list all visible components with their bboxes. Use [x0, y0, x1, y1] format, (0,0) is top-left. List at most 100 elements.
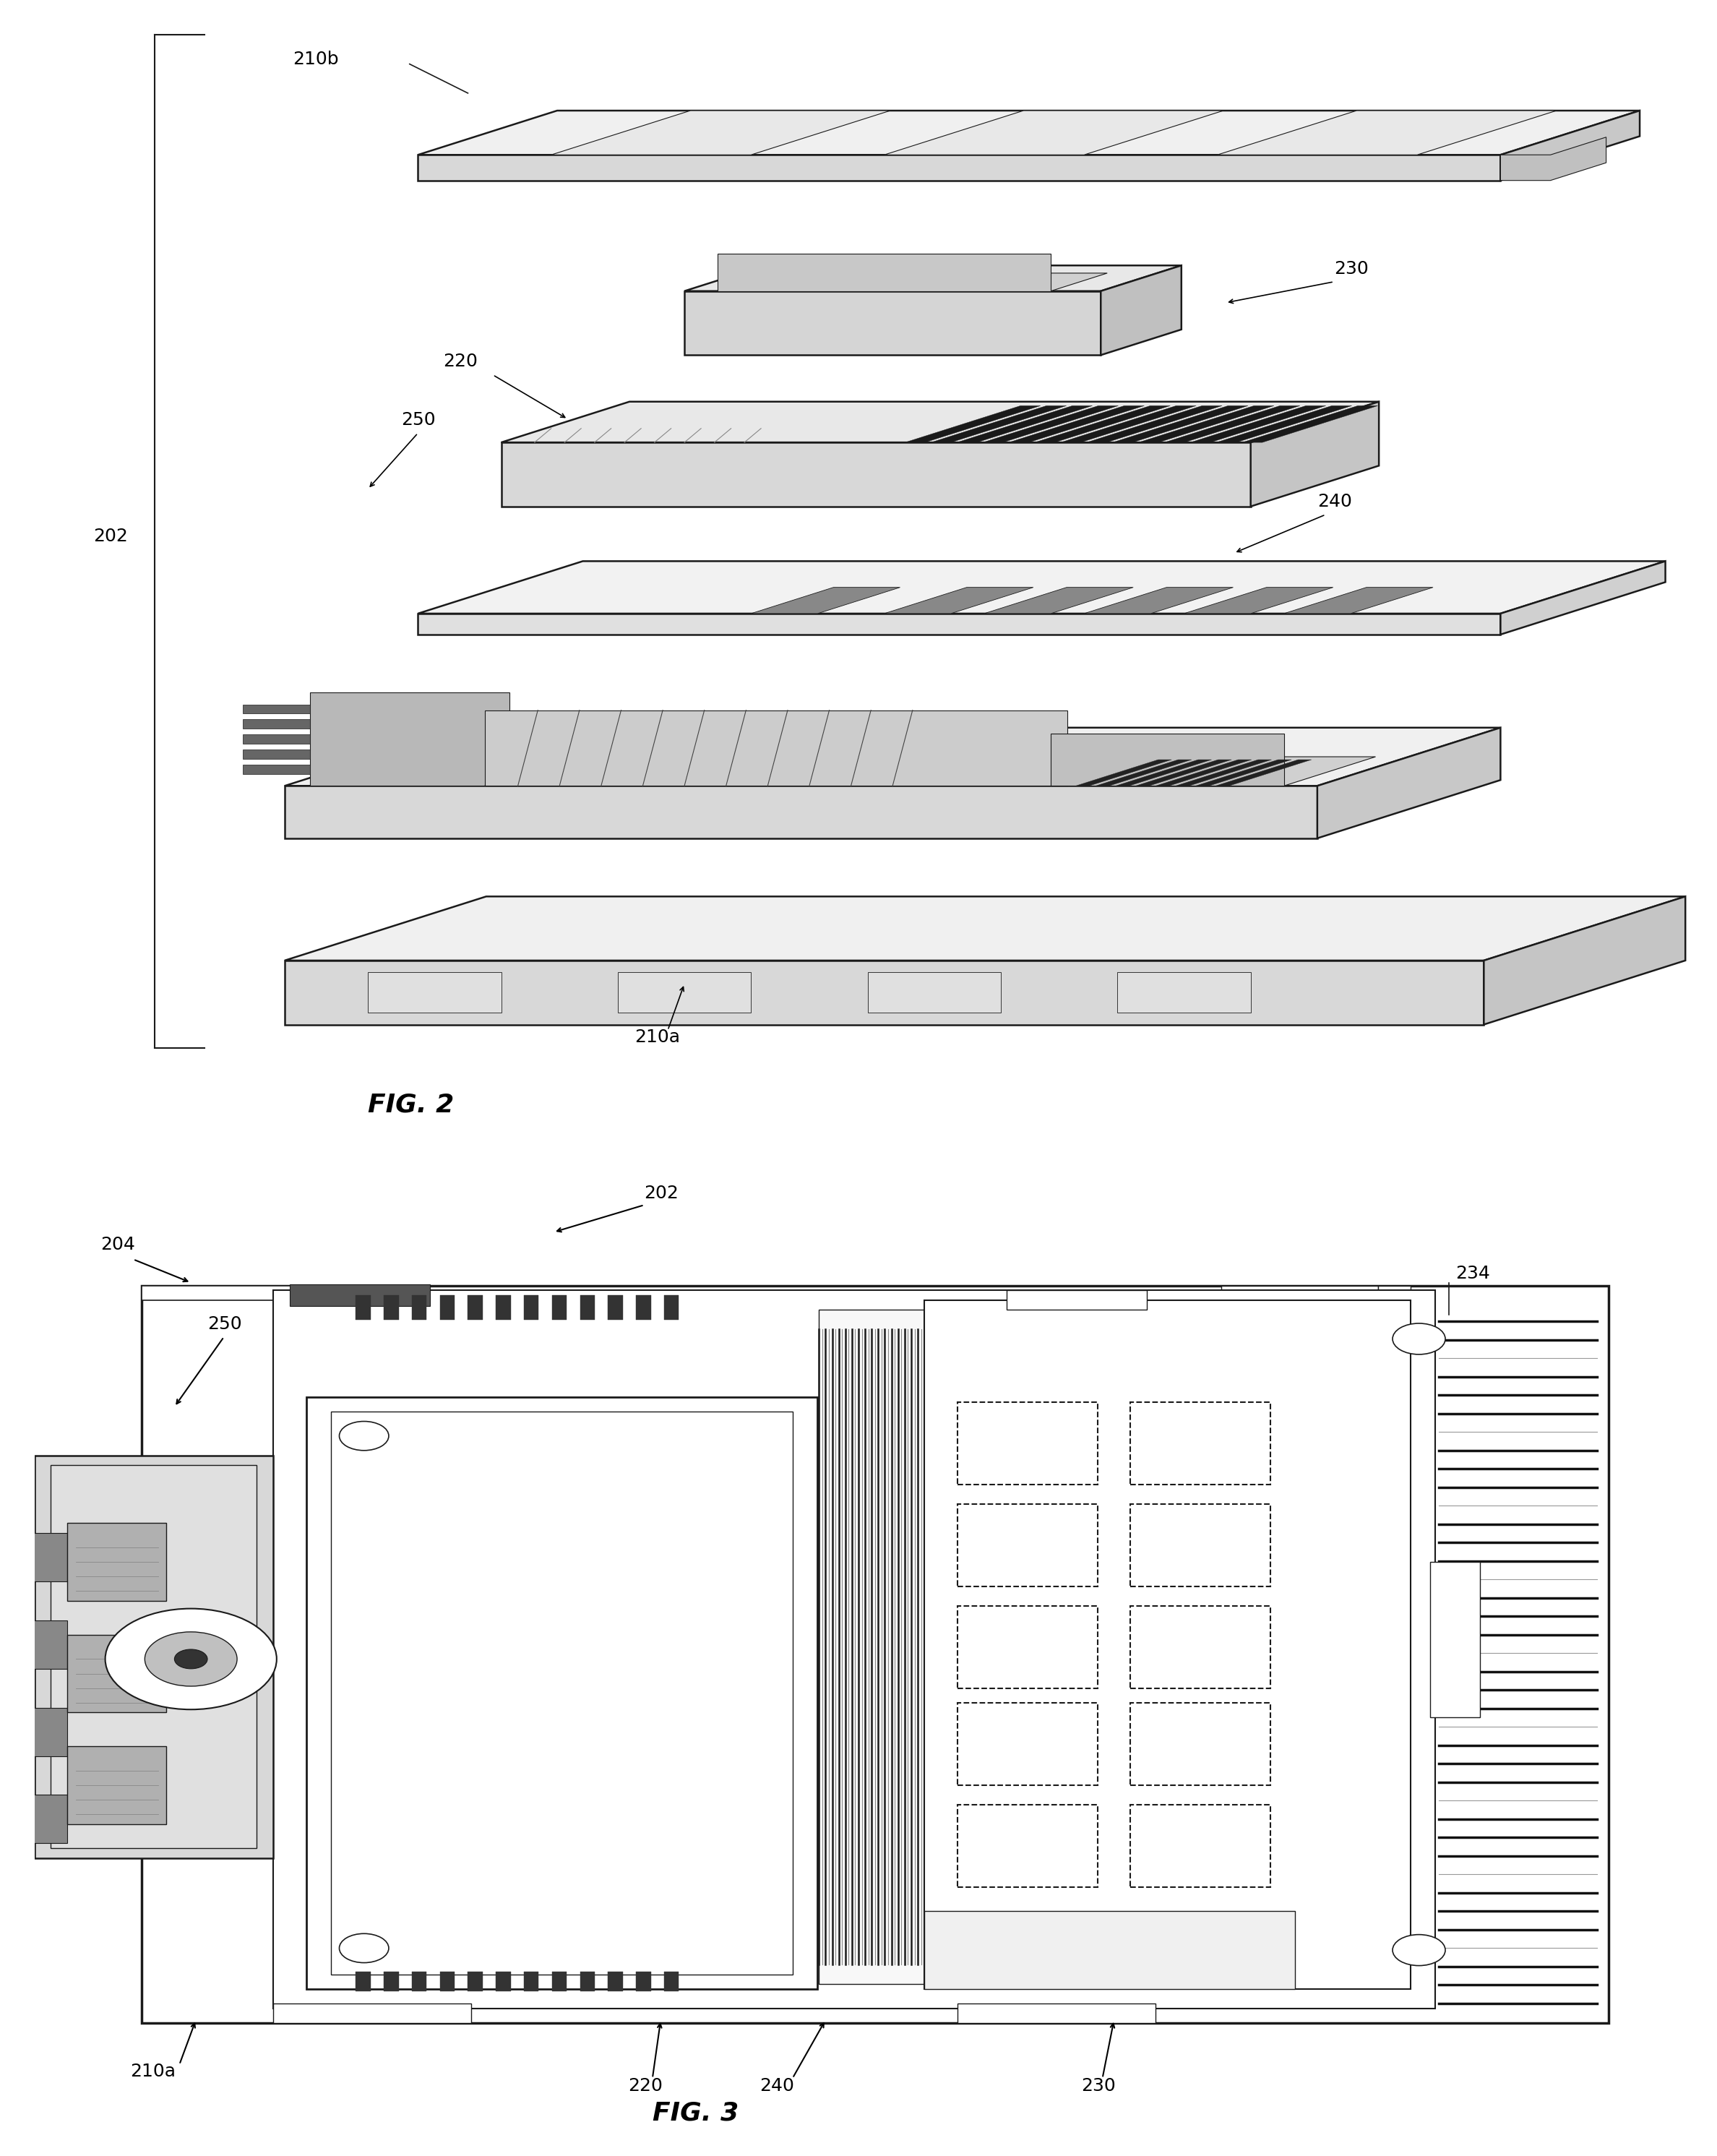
Bar — [440, 1296, 455, 1319]
Polygon shape — [1118, 972, 1250, 1013]
Bar — [1377, 1285, 1411, 1304]
Polygon shape — [1083, 586, 1233, 614]
Polygon shape — [244, 750, 309, 759]
Text: 210a: 210a — [130, 2063, 175, 2081]
Circle shape — [1392, 1934, 1446, 1966]
Bar — [1430, 1561, 1480, 1716]
Polygon shape — [1501, 110, 1640, 181]
Circle shape — [175, 1649, 208, 1669]
Polygon shape — [285, 727, 1501, 785]
Bar — [385, 1296, 398, 1319]
Bar — [1130, 1505, 1271, 1587]
Polygon shape — [1135, 759, 1231, 785]
Bar — [34, 1455, 273, 1858]
Text: 210a: 210a — [634, 1028, 680, 1046]
Bar — [67, 1634, 167, 1712]
Text: 202: 202 — [644, 1184, 678, 1201]
Bar — [273, 2003, 470, 2022]
Bar — [635, 1971, 651, 1990]
Polygon shape — [285, 897, 1686, 962]
Bar — [1130, 1606, 1271, 1688]
Polygon shape — [1164, 405, 1300, 442]
Polygon shape — [982, 405, 1118, 442]
Bar — [355, 1296, 371, 1319]
Text: 230: 230 — [1082, 2076, 1116, 2093]
Bar — [412, 1296, 426, 1319]
Polygon shape — [905, 405, 1041, 442]
Circle shape — [340, 1421, 388, 1451]
Polygon shape — [1051, 733, 1284, 785]
Text: 210b: 210b — [294, 50, 338, 67]
Polygon shape — [931, 405, 1066, 442]
Bar — [1130, 1401, 1271, 1483]
Bar — [635, 1296, 651, 1319]
Polygon shape — [244, 765, 309, 774]
Polygon shape — [1195, 759, 1291, 785]
Bar — [52, 1466, 258, 1848]
Circle shape — [105, 1608, 276, 1710]
Text: 240: 240 — [1317, 494, 1351, 511]
Polygon shape — [1061, 405, 1197, 442]
Bar — [1130, 1703, 1271, 1785]
Polygon shape — [1217, 110, 1556, 155]
Polygon shape — [867, 972, 1001, 1013]
Polygon shape — [750, 586, 900, 614]
Bar — [819, 1309, 924, 1984]
Bar — [306, 1397, 817, 1988]
Bar — [438, 1289, 694, 1302]
Polygon shape — [1051, 757, 1375, 785]
Polygon shape — [244, 735, 309, 744]
Bar — [467, 1296, 482, 1319]
Bar — [958, 1606, 1097, 1688]
Polygon shape — [244, 705, 309, 714]
Polygon shape — [501, 401, 1379, 442]
Bar — [580, 1971, 594, 1990]
Polygon shape — [1483, 897, 1686, 1024]
Bar — [608, 1971, 623, 1990]
Polygon shape — [718, 254, 1051, 291]
Bar — [551, 1971, 567, 1990]
Bar — [608, 1296, 623, 1319]
Polygon shape — [417, 561, 1665, 614]
Circle shape — [340, 1934, 388, 1962]
Polygon shape — [551, 110, 889, 155]
Circle shape — [1392, 1324, 1446, 1354]
Bar — [355, 1971, 371, 1990]
Text: 220: 220 — [628, 2076, 663, 2093]
Bar — [26, 1621, 67, 1669]
Polygon shape — [285, 785, 1317, 839]
Bar — [524, 1296, 539, 1319]
Polygon shape — [1243, 405, 1377, 442]
Bar — [958, 1805, 1097, 1887]
Bar — [67, 1522, 167, 1600]
Bar — [958, 1401, 1097, 1483]
Bar — [664, 1296, 678, 1319]
Polygon shape — [244, 720, 309, 729]
Bar — [67, 1746, 167, 1824]
Bar — [924, 1300, 1411, 1988]
Bar — [440, 1971, 455, 1990]
Polygon shape — [501, 442, 1250, 507]
Bar — [26, 1708, 67, 1755]
Polygon shape — [417, 614, 1501, 634]
Polygon shape — [285, 962, 1483, 1024]
Bar — [26, 1533, 67, 1580]
Polygon shape — [484, 750, 1178, 785]
Polygon shape — [484, 709, 1068, 785]
Polygon shape — [1216, 405, 1351, 442]
Bar — [958, 2003, 1156, 2022]
Text: 250: 250 — [402, 412, 436, 429]
Bar — [580, 1296, 594, 1319]
Bar — [1130, 1805, 1271, 1887]
Bar — [412, 1971, 426, 1990]
Bar — [141, 1285, 1609, 2022]
Bar — [551, 1296, 567, 1319]
Polygon shape — [1101, 265, 1181, 356]
Polygon shape — [1501, 561, 1665, 634]
Polygon shape — [417, 110, 1640, 155]
Text: 240: 240 — [759, 2076, 795, 2093]
Polygon shape — [1501, 138, 1605, 181]
Polygon shape — [309, 765, 573, 785]
Text: 234: 234 — [1456, 1266, 1490, 1283]
Polygon shape — [685, 291, 1101, 356]
